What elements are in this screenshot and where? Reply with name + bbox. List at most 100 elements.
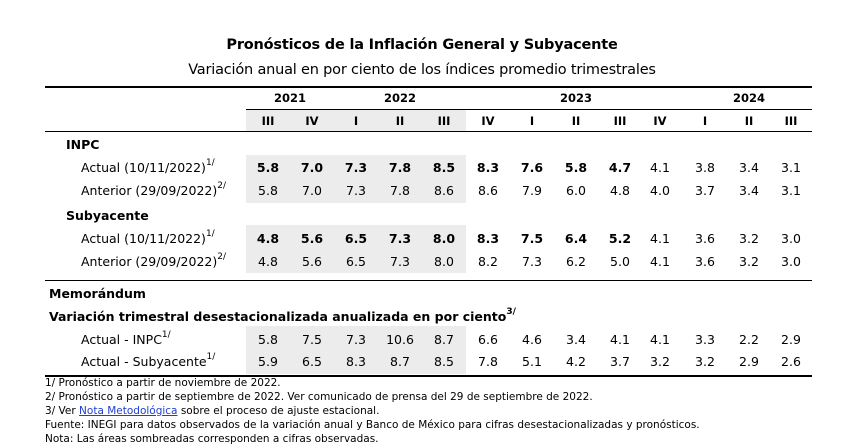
- table-cell: 7.5: [302, 332, 322, 347]
- table-cell: 4.2: [566, 354, 586, 369]
- table-cell: 6.4: [564, 231, 588, 246]
- year-header: 2022: [383, 91, 416, 105]
- year-header: 2024: [732, 91, 765, 105]
- table-cell: 7.3: [344, 160, 368, 175]
- table-cell: 8.3: [476, 231, 500, 246]
- row-label-sup: 1/: [206, 352, 216, 362]
- quarter-header: II: [744, 114, 754, 128]
- table-cell: 6.5: [302, 354, 322, 369]
- quarter-header: IV: [305, 114, 319, 128]
- quarter-header: III: [784, 114, 798, 128]
- table-cell: 3.4: [566, 332, 586, 347]
- row-label-sup: 1/: [205, 158, 215, 168]
- table-cell: 5.6: [300, 231, 324, 246]
- table-cell: 8.0: [434, 254, 454, 269]
- table-cell: 3.7: [695, 183, 715, 198]
- rule-years: [246, 109, 812, 110]
- table-cell: 5.9: [258, 354, 278, 369]
- quarter-header: I: [529, 114, 535, 128]
- table-cell: 4.1: [650, 160, 670, 175]
- row-label: Anterior (29/09/2022)2/: [81, 252, 226, 269]
- section-label-inpc: INPC: [66, 137, 100, 152]
- table-cell: 8.7: [390, 354, 410, 369]
- table-cell: 7.9: [522, 183, 542, 198]
- footnote-3-suffix: sobre el proceso de ajuste estacional.: [177, 405, 380, 417]
- footnote-1: 1/ Pronóstico a partir de noviembre de 2…: [45, 377, 281, 389]
- table-cell: 4.1: [650, 332, 670, 347]
- table-cell: 3.1: [781, 160, 801, 175]
- table-cell: 5.2: [608, 231, 632, 246]
- quarter-header: I: [353, 114, 359, 128]
- shaded-observed-header: [246, 110, 466, 131]
- table-cell: 4.7: [608, 160, 632, 175]
- table-cell: 4.6: [522, 332, 542, 347]
- year-header: 2023: [559, 91, 592, 105]
- shaded-observed-memo: [246, 326, 466, 374]
- table-cell: 2.2: [739, 332, 759, 347]
- table-cell: 7.5: [520, 231, 544, 246]
- nota-metodologica-link[interactable]: Nota Metodológica: [79, 405, 178, 417]
- table-cell: 4.1: [650, 231, 670, 246]
- table-cell: 6.5: [344, 231, 368, 246]
- table-cell: 5.8: [564, 160, 588, 175]
- row-label-sup: 1/: [161, 330, 171, 340]
- footnote-3-prefix: 3/ Ver: [45, 405, 80, 417]
- table-cell: 7.8: [478, 354, 498, 369]
- table-cell: 7.3: [346, 332, 366, 347]
- table-title: Pronósticos de la Inflación General y Su…: [226, 37, 618, 53]
- memo-subheading: Variación trimestral desestacionalizada …: [49, 307, 516, 324]
- row-label-text: Anterior (29/09/2022): [81, 254, 218, 269]
- table-cell: 7.6: [520, 160, 544, 175]
- quarter-header: III: [437, 114, 451, 128]
- table-cell: 8.3: [476, 160, 500, 175]
- table-cell: 3.0: [781, 254, 801, 269]
- table-cell: 7.8: [390, 183, 410, 198]
- row-label-text: Actual (10/11/2022): [81, 231, 206, 246]
- table-cell: 2.6: [781, 354, 801, 369]
- quarter-header: III: [613, 114, 627, 128]
- row-label: Anterior (29/09/2022)2/: [81, 181, 226, 198]
- table-cell: 8.5: [434, 354, 454, 369]
- table-cell: 5.8: [258, 332, 278, 347]
- table-cell: 10.6: [386, 332, 414, 347]
- table-cell: 4.8: [256, 231, 280, 246]
- section-label-subyacente: Subyacente: [66, 208, 149, 223]
- table-cell: 6.5: [346, 254, 366, 269]
- year-header: 2021: [273, 91, 306, 105]
- table-cell: 3.3: [695, 332, 715, 347]
- table-cell: 3.1: [781, 183, 801, 198]
- table-cell: 2.9: [781, 332, 801, 347]
- memo-subheading-sup: 3/: [506, 307, 516, 317]
- table-cell: 3.4: [739, 160, 759, 175]
- row-label: Actual (10/11/2022)1/: [81, 158, 215, 175]
- table-cell: 8.5: [432, 160, 456, 175]
- table-cell: 6.2: [566, 254, 586, 269]
- table-cell: 5.8: [256, 160, 280, 175]
- table-cell: 3.2: [695, 354, 715, 369]
- table-cell: 4.8: [610, 183, 630, 198]
- table-cell: 3.0: [781, 231, 801, 246]
- table-cell: 5.1: [522, 354, 542, 369]
- rule-section-bottom: [45, 280, 812, 281]
- footnote-2: 2/ Pronóstico a partir de septiembre de …: [45, 391, 593, 403]
- table-cell: 4.1: [610, 332, 630, 347]
- row-label: Actual - Subyacente1/: [81, 352, 216, 369]
- row-label: Actual - INPC1/: [81, 330, 171, 347]
- row-label: Actual (10/11/2022)1/: [81, 229, 215, 246]
- table-cell: 3.8: [695, 160, 715, 175]
- table-cell: 3.2: [650, 354, 670, 369]
- quarter-header: IV: [481, 114, 495, 128]
- table-cell: 8.6: [478, 183, 498, 198]
- table-cell: 8.7: [434, 332, 454, 347]
- table-cell: 5.6: [302, 254, 322, 269]
- table-cell: 3.6: [695, 231, 715, 246]
- table-cell: 3.7: [610, 354, 630, 369]
- quarter-header: I: [702, 114, 708, 128]
- quarter-header: IV: [653, 114, 667, 128]
- quarter-header: II: [395, 114, 405, 128]
- table-cell: 6.0: [566, 183, 586, 198]
- table-cell: 7.0: [300, 160, 324, 175]
- table-cell: 5.8: [258, 183, 278, 198]
- table-cell: 7.3: [388, 231, 412, 246]
- table-cell: 3.4: [739, 183, 759, 198]
